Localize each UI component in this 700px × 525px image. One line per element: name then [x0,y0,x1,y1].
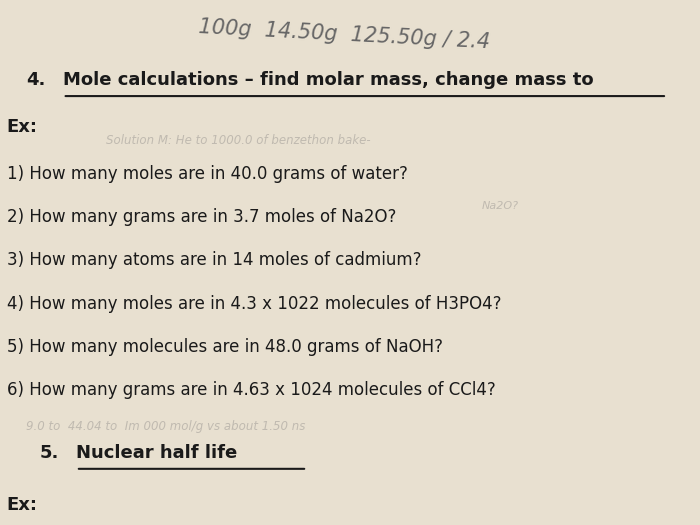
Text: 1) How many moles are in 40.0 grams of water?: 1) How many moles are in 40.0 grams of w… [6,165,407,183]
Text: Solution M: He to 1000.0 of benzethon bake-: Solution M: He to 1000.0 of benzethon ba… [106,134,370,147]
Text: Na2O?: Na2O? [482,201,519,211]
Text: Ex:: Ex: [6,496,38,514]
Text: 5) How many molecules are in 48.0 grams of NaOH?: 5) How many molecules are in 48.0 grams … [6,338,442,355]
Text: 4.: 4. [27,71,46,89]
Text: 6) How many grams are in 4.63 x 1024 molecules of CCl4?: 6) How many grams are in 4.63 x 1024 mol… [6,381,496,398]
Text: 3) How many atoms are in 14 moles of cadmium?: 3) How many atoms are in 14 moles of cad… [6,251,421,269]
Text: 4) How many moles are in 4.3 x 1022 molecules of H3PO4?: 4) How many moles are in 4.3 x 1022 mole… [6,295,501,312]
Text: Nuclear half life: Nuclear half life [76,444,237,461]
Text: 100g  14.50g  125.50g / 2.4: 100g 14.50g 125.50g / 2.4 [198,17,491,52]
Text: Ex:: Ex: [6,118,38,136]
Text: 9.0 to  44.04 to  Im 000 mol/g vs about 1.50 ns: 9.0 to 44.04 to Im 000 mol/g vs about 1.… [27,420,306,433]
Text: 5.: 5. [40,444,59,461]
Text: 2) How many grams are in 3.7 moles of Na2O?: 2) How many grams are in 3.7 moles of Na… [6,208,396,226]
Text: Mole calculations – find molar mass, change mass to: Mole calculations – find molar mass, cha… [63,71,594,89]
